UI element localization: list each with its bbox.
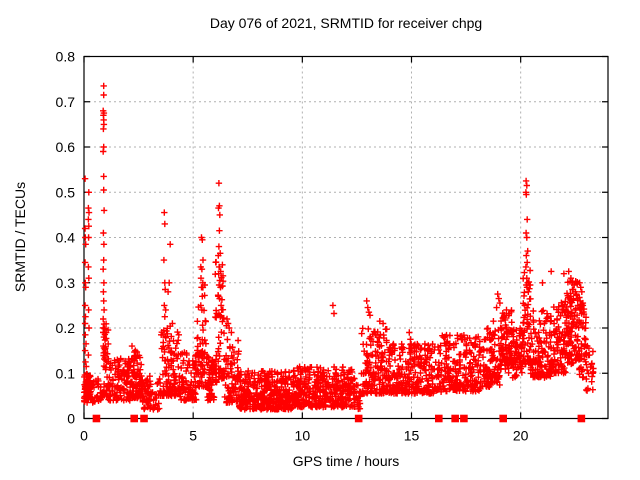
x-tick-label: 5 (189, 428, 197, 444)
y-tick-label: 0.7 (56, 94, 76, 110)
data-points-plus-markers (81, 82, 597, 413)
x-tick-label: 15 (404, 428, 420, 444)
y-tick-label: 0.4 (56, 230, 76, 246)
chart-title: Day 076 of 2021, SRMTID for receiver chp… (210, 15, 482, 31)
y-tick-label: 0.1 (56, 365, 76, 381)
y-tick-label: 0.2 (56, 320, 76, 336)
x-axis-label: GPS time / hours (293, 453, 400, 469)
baseline-square-markers (92, 414, 586, 423)
tick-labels: 0 5 10 15 20 0 0.1 0.2 0.3 0.4 0.5 0.6 0.7 0.8 (56, 49, 529, 444)
y-tick-label: 0.8 (56, 49, 76, 65)
x-tick-label: 10 (295, 428, 311, 444)
y-tick-label: 0.3 (56, 275, 76, 291)
y-axis-label: SRMTID / TECUs (12, 182, 28, 292)
y-tick-label: 0.5 (56, 184, 76, 200)
y-tick-label: 0 (67, 411, 75, 427)
x-tick-label: 0 (80, 428, 88, 444)
y-tick-label: 0.6 (56, 139, 76, 155)
x-tick-label: 20 (513, 428, 529, 444)
